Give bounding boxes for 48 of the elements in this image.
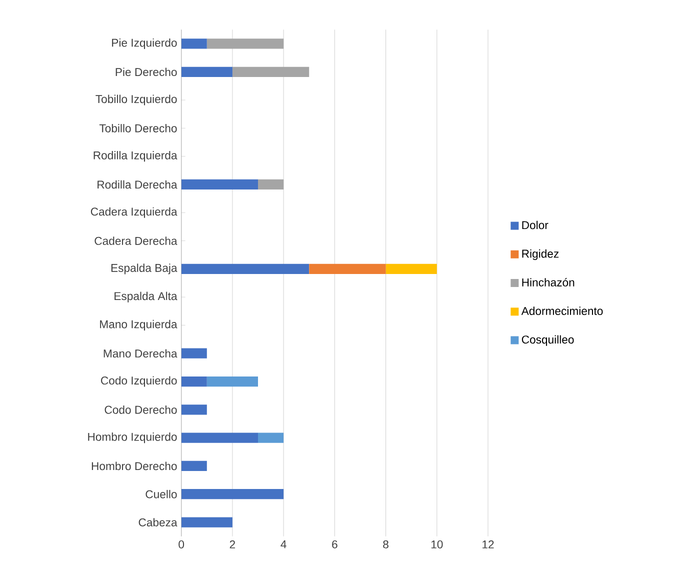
legend-label: Rigidez [522,249,559,260]
legend-label: Cosquilleo [522,335,574,346]
bar [309,264,386,274]
y-tick-label: Pie Derecho [116,68,177,76]
bar [206,376,258,387]
bar [181,489,284,500]
bar [181,66,232,77]
x-tick-label: 8 [383,540,388,548]
y-tick-label: Rodilla Derecha [98,180,178,189]
y-tick-label: Mano Izquierda [100,320,178,330]
y-tick-label: Cadera Izquierda [90,207,178,218]
y-tick-label: Espalda Baja [111,264,178,274]
y-tick-label: Pie Izquierdo [112,38,177,50]
y-tick-label: Hombro Derecho [92,462,177,470]
bar [181,264,310,274]
legend-label: Dolor [522,220,548,230]
x-tick-label: 6 [332,540,338,548]
y-tick-label: Rodilla Izquierda [94,151,178,162]
x-tick-label: 12 [482,540,494,548]
x-tick-label: 0 [178,540,184,548]
bar [181,404,207,415]
y-tick-label: Cadera Derecha [94,236,178,245]
y-tick-label: Tobillo Izquierdo [96,94,177,106]
bar [181,179,258,190]
bar [181,432,258,443]
y-tick-label: Cabeza [138,518,178,526]
y-tick-label: Codo Derecho [104,406,177,414]
y-tick-label: Hombro Izquierdo [88,432,177,444]
y-tick-label: Codo Izquierdo [101,376,177,387]
y-tick-label: Cuello [146,490,177,498]
x-tick-label: 2 [230,540,236,548]
bar [258,432,284,443]
bar [181,38,207,49]
legend-label: Adormecimiento [521,306,603,316]
legend-label: Hinchazón [522,278,574,286]
bar [181,348,207,358]
bar [258,179,284,190]
bar [206,38,284,49]
bar [181,376,207,387]
x-tick-label: 4 [280,540,286,548]
bar [181,517,232,528]
y-tick-label: Tobillo Derecho [99,124,177,132]
y-tick-label: Espalda Alta [114,292,178,302]
bar [181,460,207,472]
x-tick-label: 10 [431,540,443,548]
y-tick-label: Mano Derecha [104,349,178,358]
bar [386,264,437,274]
bar [232,66,310,77]
